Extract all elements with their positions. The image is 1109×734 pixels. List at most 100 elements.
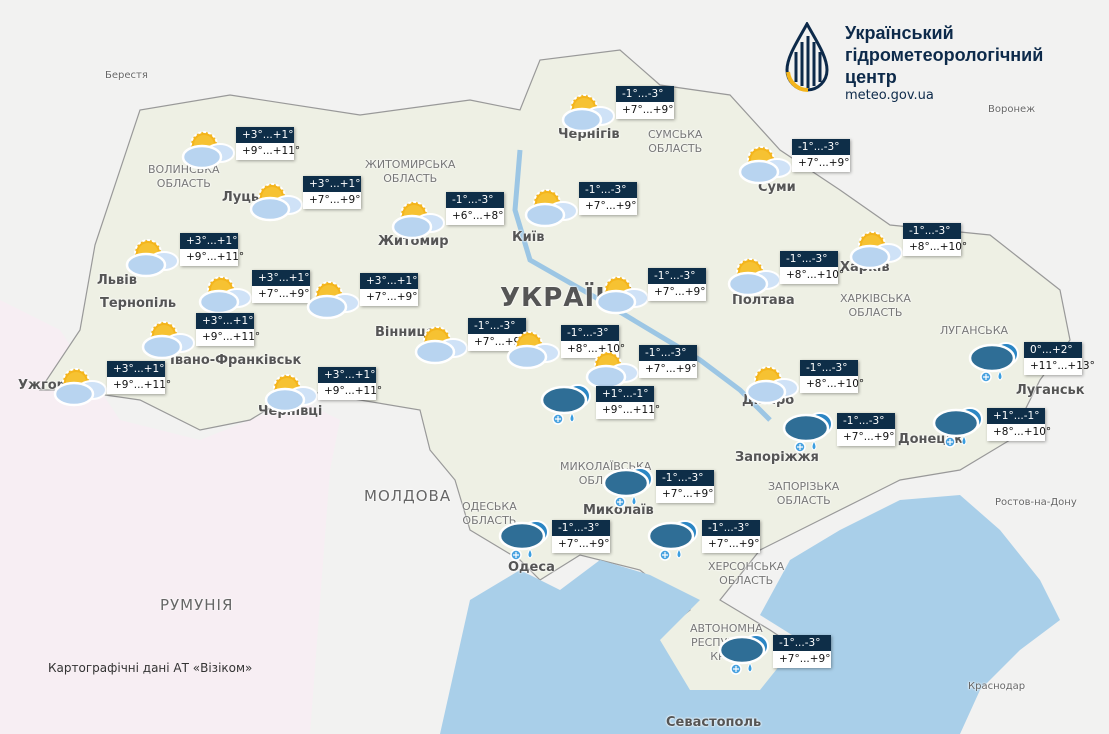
partly-cloudy-icon[interactable] bbox=[560, 88, 616, 134]
night-temperature: +1°...-1° bbox=[596, 386, 654, 402]
ugmc-logo[interactable]: Український гідрометеорологічний центр met… bbox=[782, 20, 1082, 112]
partly-cloudy-icon[interactable] bbox=[413, 320, 469, 366]
partly-cloudy-icon[interactable] bbox=[505, 325, 561, 371]
forecast-kirovohrad[interactable]: +1°...-1° +9°...+11° bbox=[596, 386, 660, 419]
day-temperature: +11°...+13° bbox=[1024, 358, 1095, 375]
map-label: МОЛДОВА bbox=[364, 487, 452, 505]
rain-snow-icon[interactable] bbox=[600, 463, 656, 509]
forecast-vinnytsia[interactable]: -1°...-3° +7°...+9° bbox=[468, 318, 526, 351]
map-label: Житомир bbox=[378, 234, 449, 249]
rain-snow-icon[interactable] bbox=[966, 338, 1022, 384]
night-temperature: -1°...-3° bbox=[468, 318, 526, 334]
night-temperature: -1°...-3° bbox=[446, 192, 504, 208]
night-temperature: -1°...-3° bbox=[800, 360, 858, 376]
map-label: ОДЕСЬКА ОБЛАСТЬ bbox=[462, 500, 517, 527]
forecast-poltava[interactable]: -1°...-3° +8°...+10° bbox=[780, 251, 844, 284]
map-label: Берестя bbox=[105, 70, 148, 81]
forecast-chernihiv[interactable]: -1°...-3° +7°...+9° bbox=[616, 86, 674, 119]
day-temperature: +9°...+11° bbox=[318, 383, 382, 400]
forecast-luhansk[interactable]: 0°...+2° +11°...+13° bbox=[1024, 342, 1095, 375]
day-temperature: +9°...+11° bbox=[596, 402, 660, 419]
day-temperature: +7°...+9° bbox=[773, 651, 831, 668]
forecast-cherkasy[interactable]: -1°...-3° +8°...+10° bbox=[561, 325, 625, 358]
forecast-sumy[interactable]: -1°...-3° +7°...+9° bbox=[792, 139, 850, 172]
night-temperature: 0°...+2° bbox=[1024, 342, 1082, 358]
sea bbox=[440, 495, 1060, 734]
partly-cloudy-icon[interactable] bbox=[52, 362, 108, 408]
partly-cloudy-icon[interactable] bbox=[248, 177, 304, 223]
forecast-kyiv[interactable]: -1°...-3° +7°...+9° bbox=[579, 182, 637, 215]
forecast-zakarpattia[interactable]: +3°...+1° +9°...+11° bbox=[107, 361, 171, 394]
day-temperature: +7°...+9° bbox=[837, 429, 895, 446]
forecast-zaporizhzhia[interactable]: -1°...-3° +7°...+9° bbox=[837, 413, 895, 446]
day-temperature: +8°...+10° bbox=[903, 239, 967, 256]
day-temperature: +7°...+9° bbox=[616, 102, 674, 119]
map-label: СУМСЬКА ОБЛАСТЬ bbox=[648, 128, 703, 155]
map-label: Тернопіль bbox=[100, 296, 177, 311]
partly-cloudy-icon[interactable] bbox=[180, 125, 236, 171]
forecast-khmelnytskyi[interactable]: +3°...+1° +7°...+9° bbox=[360, 273, 418, 306]
forecast-volyn[interactable]: +3°...+1° +9°...+11° bbox=[236, 127, 300, 160]
map-label: ЛУГАНСЬКА bbox=[940, 324, 1009, 337]
night-temperature: +3°...+1° bbox=[196, 313, 254, 329]
partly-cloudy-icon[interactable] bbox=[305, 275, 361, 321]
partly-cloudy-icon[interactable] bbox=[197, 270, 253, 316]
day-temperature: +8°...+10° bbox=[780, 267, 844, 284]
forecast-chernivtsi[interactable]: +3°...+1° +9°...+11° bbox=[318, 367, 382, 400]
partly-cloudy-icon[interactable] bbox=[390, 195, 446, 241]
partly-cloudy-icon[interactable] bbox=[594, 270, 650, 316]
forecast-zhytomyr[interactable]: -1°...-3° +6°...+8° bbox=[446, 192, 504, 225]
map-label: ХЕРСОНСЬКА ОБЛАСТЬ bbox=[708, 560, 785, 587]
forecast-ivano-frankivsk[interactable]: +3°...+1° +9°...+11° bbox=[196, 313, 260, 346]
partly-cloudy-icon[interactable] bbox=[584, 345, 640, 391]
rain-snow-icon[interactable] bbox=[716, 630, 772, 676]
map-label: Краснодар bbox=[968, 681, 1026, 692]
rain-snow-icon[interactable] bbox=[496, 516, 552, 562]
forecast-kherson[interactable]: -1°...-3° +7°...+9° bbox=[702, 520, 760, 553]
forecast-ternopil[interactable]: +3°...+1° +7°...+9° bbox=[252, 270, 310, 303]
forecast-kirovohrad-north[interactable]: -1°...-3° +7°...+9° bbox=[639, 345, 697, 378]
partly-cloudy-icon[interactable] bbox=[848, 225, 904, 271]
rain-snow-icon[interactable] bbox=[930, 403, 986, 449]
forecast-kharkiv[interactable]: -1°...-3° +8°...+10° bbox=[903, 223, 967, 256]
forecast-dnipro[interactable]: -1°...-3° +8°...+10° bbox=[800, 360, 864, 393]
partly-cloudy-icon[interactable] bbox=[726, 252, 782, 298]
day-temperature: +7°...+9° bbox=[360, 289, 418, 306]
map-label: Одеса bbox=[508, 560, 555, 575]
forecast-mykolaiv[interactable]: -1°...-3° +7°...+9° bbox=[656, 470, 714, 503]
logo-url[interactable]: meteo.gov.ua bbox=[845, 88, 934, 103]
forecast-rivne[interactable]: +3°...+1° +7°...+9° bbox=[303, 176, 361, 209]
day-temperature: +7°...+9° bbox=[792, 155, 850, 172]
night-temperature: -1°...-3° bbox=[780, 251, 838, 267]
day-temperature: +9°...+11° bbox=[180, 249, 244, 266]
rain-snow-icon[interactable] bbox=[645, 516, 701, 562]
night-temperature: -1°...-3° bbox=[792, 139, 850, 155]
hydromet-logo-icon bbox=[785, 20, 829, 93]
night-temperature: +3°...+1° bbox=[360, 273, 418, 289]
map-label: Вінниця bbox=[375, 325, 435, 340]
rain-snow-icon[interactable] bbox=[538, 380, 594, 426]
partly-cloudy-icon[interactable] bbox=[744, 360, 800, 406]
forecast-cherkasy-north[interactable]: -1°...-3° +7°...+9° bbox=[648, 268, 706, 301]
partly-cloudy-icon[interactable] bbox=[263, 368, 319, 414]
night-temperature: +3°...+1° bbox=[236, 127, 294, 143]
day-temperature: +7°...+9° bbox=[552, 536, 610, 553]
map-label: ВОЛИНСЬКА ОБЛАСТЬ bbox=[148, 163, 220, 190]
forecast-odesa[interactable]: -1°...-3° +7°...+9° bbox=[552, 520, 610, 553]
map-label: ХАРКІВСЬКА ОБЛАСТЬ bbox=[840, 292, 911, 319]
day-temperature: +9°...+11° bbox=[236, 143, 300, 160]
partly-cloudy-icon[interactable] bbox=[124, 233, 180, 279]
night-temperature: -1°...-3° bbox=[656, 470, 714, 486]
forecast-donetsk[interactable]: +1°...-1° +8°...+10° bbox=[987, 408, 1051, 441]
map-label: Луганськ bbox=[1016, 383, 1085, 398]
map-label: Івано-Франківськ bbox=[170, 353, 302, 368]
forecast-crimea[interactable]: -1°...-3° +7°...+9° bbox=[773, 635, 831, 668]
partly-cloudy-icon[interactable] bbox=[523, 183, 579, 229]
partly-cloudy-icon[interactable] bbox=[737, 140, 793, 186]
day-temperature: +7°...+9° bbox=[252, 286, 310, 303]
partly-cloudy-icon[interactable] bbox=[140, 315, 196, 361]
night-temperature: +1°...-1° bbox=[987, 408, 1045, 424]
rain-snow-icon[interactable] bbox=[780, 408, 836, 454]
forecast-lviv[interactable]: +3°...+1° +9°...+11° bbox=[180, 233, 244, 266]
night-temperature: +3°...+1° bbox=[252, 270, 310, 286]
